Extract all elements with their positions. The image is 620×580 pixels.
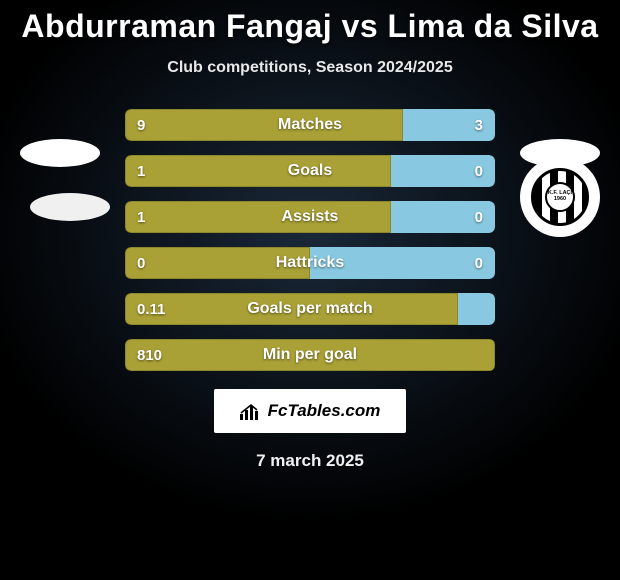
stat-bar-left <box>125 293 458 325</box>
stat-row: Assists10 <box>125 201 495 233</box>
page-title: Abdurraman Fangaj vs Lima da Silva <box>0 0 620 45</box>
footer-date: 7 march 2025 <box>0 451 620 471</box>
stat-bar-right <box>391 201 495 233</box>
fctables-logo-icon <box>240 402 262 420</box>
stat-bar-left <box>125 155 391 187</box>
kf-laci-badge-icon: K.F. LAÇI 1960 <box>531 168 589 226</box>
stat-bar-right <box>403 109 496 141</box>
stat-bar-right <box>391 155 495 187</box>
stat-bar-left <box>125 201 391 233</box>
stat-row: Min per goal810 <box>125 339 495 371</box>
stat-bar-right <box>458 293 495 325</box>
stat-row: Goals per match0.11 <box>125 293 495 325</box>
page-subtitle: Club competitions, Season 2024/2025 <box>0 59 620 77</box>
brand-text: FcTables.com <box>268 401 381 421</box>
brand-footer: FcTables.com <box>214 389 407 433</box>
stat-bars: Matches93 Goals10 Assists10 Hattricks00 Goal… <box>125 109 495 371</box>
stat-row: Hattricks00 <box>125 247 495 279</box>
stats-area: K.F. LAÇI 1960 Matches93 Goals10 Assists10… <box>0 109 620 379</box>
stat-row: Goals10 <box>125 155 495 187</box>
stat-row: Matches93 <box>125 109 495 141</box>
club-logo-right-2: K.F. LAÇI 1960 <box>520 157 600 237</box>
stat-bar-right <box>310 247 495 279</box>
content: Abdurraman Fangaj vs Lima da Silva Club … <box>0 0 620 580</box>
kf-laci-year: 1960 <box>554 197 566 203</box>
club-logo-left-1 <box>20 139 100 167</box>
stat-bar-left <box>125 109 403 141</box>
kf-laci-badge-inner: K.F. LAÇI 1960 <box>545 182 575 212</box>
club-logo-left-2 <box>30 193 110 221</box>
stat-bar-left <box>125 247 310 279</box>
stat-bar-left <box>125 339 495 371</box>
